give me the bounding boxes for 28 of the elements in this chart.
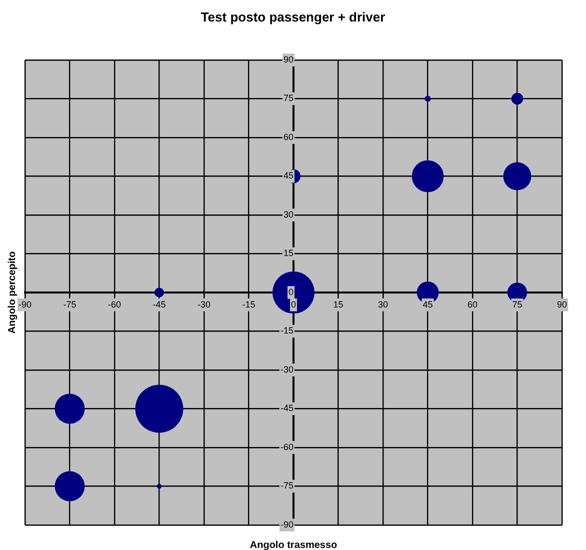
y-tick-label: 30 xyxy=(283,209,294,220)
y-tick-label: 15 xyxy=(283,248,294,258)
x-tick-label: -45 xyxy=(152,299,166,310)
x-tick-label: 75 xyxy=(512,299,522,310)
x-tick-label: 15 xyxy=(333,299,344,310)
y-tick-label: -45 xyxy=(280,403,294,414)
y-tick-label: 75 xyxy=(283,93,294,104)
x-tick-label: -15 xyxy=(242,299,256,310)
y-tick-label: -60 xyxy=(280,442,294,452)
y-tick-label: 90 xyxy=(283,54,294,64)
chart-title: Test posto passenger + driver xyxy=(200,10,386,25)
x-axis-title: Angolo trasmesso xyxy=(250,540,338,550)
x-tick-label: 60 xyxy=(468,299,478,310)
y-tick-label: 45 xyxy=(283,170,294,181)
y-tick-label: 0 xyxy=(288,286,294,297)
y-tick-label: -30 xyxy=(280,364,294,374)
x-tick-label: -60 xyxy=(108,299,122,310)
y-tick-label: -75 xyxy=(280,480,294,491)
y-tick-label: -90 xyxy=(280,519,294,530)
x-tick-label: -75 xyxy=(63,299,76,310)
y-tick-label: -15 xyxy=(280,326,294,336)
y-axis-title: Angolo percepito xyxy=(6,251,18,334)
y-tick-label: 60 xyxy=(283,132,294,142)
x-tick-label: -30 xyxy=(198,299,211,310)
x-tick-label: 90 xyxy=(557,299,568,310)
x-tick-label: -90 xyxy=(18,299,32,310)
x-tick-label: 30 xyxy=(378,299,388,310)
x-tick-label: 45 xyxy=(422,299,433,310)
